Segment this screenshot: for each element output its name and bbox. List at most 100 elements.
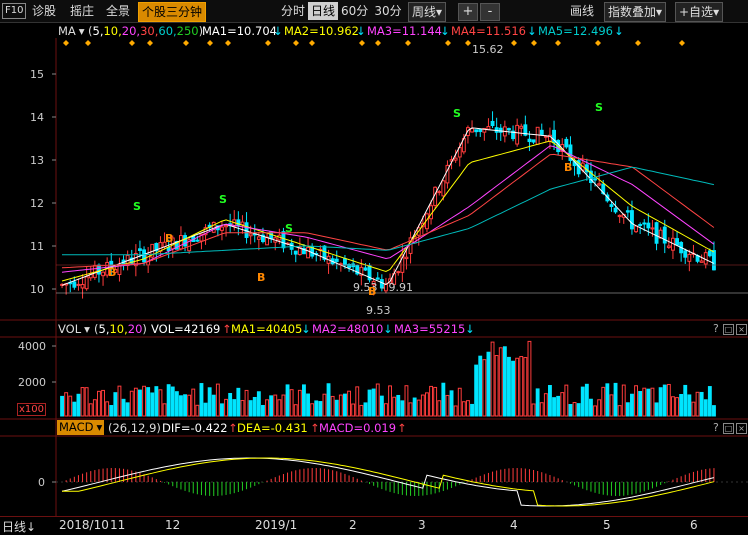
- f10-button[interactable]: F10: [2, 3, 27, 19]
- week-dropdown[interactable]: 周线▾: [408, 2, 447, 22]
- volume-bar: [478, 355, 483, 417]
- volume-bar: [252, 396, 257, 417]
- volume-bar: [548, 385, 552, 417]
- event-marker[interactable]: [293, 40, 299, 46]
- add-favorite-dropdown[interactable]: +自选▾: [675, 2, 724, 22]
- vol-selector[interactable]: VOL ▾: [58, 322, 90, 336]
- volume-bar: [281, 394, 286, 417]
- event-marker[interactable]: [183, 40, 189, 46]
- period-daily[interactable]: 日线: [308, 2, 339, 20]
- maximize-icon[interactable]: □: [723, 423, 734, 434]
- volume-bar: [408, 402, 413, 417]
- event-marker[interactable]: [147, 40, 153, 46]
- volume-bar: [420, 394, 425, 417]
- vol-arrow: ↑: [222, 322, 232, 336]
- ma-line-5: [62, 166, 715, 256]
- candle-body: [683, 250, 688, 258]
- volume-bar: [72, 401, 77, 417]
- volume-bar: [535, 388, 540, 417]
- event-marker[interactable]: [309, 40, 315, 46]
- volume-bar: [261, 404, 265, 417]
- period-60min[interactable]: 60分: [341, 4, 369, 18]
- event-marker[interactable]: [63, 40, 69, 46]
- zoom-out-button[interactable]: -: [480, 3, 500, 21]
- volume-bar: [490, 341, 495, 417]
- candle-body: [199, 233, 204, 242]
- volume-bar: [318, 401, 323, 417]
- candle-body: [133, 252, 138, 267]
- candle-body: [195, 239, 200, 242]
- event-marker[interactable]: [511, 40, 517, 46]
- candle-body: [334, 258, 339, 262]
- vol-params-open: (: [94, 322, 99, 336]
- volume-bar: [371, 388, 376, 417]
- event-marker[interactable]: [679, 40, 685, 46]
- volume-bar: [105, 401, 110, 417]
- volume-bar: [449, 390, 454, 417]
- event-marker[interactable]: [635, 40, 641, 46]
- volume-bar: [445, 394, 450, 417]
- help-icon[interactable]: ?: [713, 322, 719, 335]
- period-30min[interactable]: 30分: [374, 4, 402, 18]
- candle-body: [642, 222, 647, 225]
- volume-bar: [293, 404, 298, 417]
- volume-bar: [523, 357, 528, 417]
- candle-body: [281, 231, 286, 249]
- mode-selector[interactable]: 日线↓: [2, 518, 36, 535]
- volume-bar: [80, 387, 85, 417]
- candle-body: [183, 235, 187, 247]
- vol-unit: x100: [17, 403, 47, 416]
- vol-name: VOL: [58, 322, 82, 336]
- close-icon[interactable]: ×: [736, 423, 747, 434]
- volume-bar: [285, 384, 290, 417]
- help-icon[interactable]: ?: [713, 421, 719, 434]
- volume-bar: [675, 397, 679, 417]
- period-intraday[interactable]: 分时: [281, 4, 306, 18]
- event-marker[interactable]: [465, 40, 471, 46]
- maximize-icon[interactable]: □: [723, 324, 734, 335]
- volume-bar: [486, 351, 491, 417]
- event-marker[interactable]: [207, 40, 213, 46]
- event-marker[interactable]: [531, 40, 537, 46]
- volume-bar: [191, 388, 196, 417]
- macd-selector[interactable]: MACD ▾: [57, 420, 105, 435]
- volume-bar: [470, 403, 474, 417]
- volume-bar: [162, 403, 167, 417]
- volume-bar: [211, 394, 216, 417]
- event-marker[interactable]: [555, 40, 561, 46]
- volume-bar: [482, 359, 487, 417]
- tab-yaozhuang[interactable]: 摇庄: [70, 4, 95, 18]
- volume-bar: [683, 384, 688, 417]
- event-marker[interactable]: [225, 40, 231, 46]
- event-marker[interactable]: [595, 40, 601, 46]
- event-marker[interactable]: [445, 40, 451, 46]
- volume-bar: [400, 400, 405, 417]
- candle-body: [375, 277, 380, 280]
- tab-diagnose[interactable]: 诊股: [32, 4, 57, 18]
- volume-bar: [589, 398, 593, 417]
- volume-bar: [359, 404, 364, 417]
- volume-bar: [712, 405, 716, 417]
- index-overlay-dropdown[interactable]: 指数叠加▾: [604, 2, 667, 22]
- tab-three-minute[interactable]: 个股三分钟: [138, 2, 207, 22]
- event-marker[interactable]: [405, 40, 411, 46]
- candle-body: [519, 125, 524, 129]
- event-marker[interactable]: [85, 40, 91, 46]
- zoom-in-button[interactable]: +: [458, 3, 478, 21]
- tab-panorama[interactable]: 全景: [106, 4, 131, 18]
- event-marker[interactable]: [129, 40, 135, 46]
- volume-bar: [412, 397, 417, 417]
- event-marker[interactable]: [375, 40, 381, 46]
- volume-bar: [322, 393, 327, 417]
- candle-body: [630, 210, 634, 230]
- volume-bar: [113, 392, 118, 417]
- volume-bar: [502, 346, 507, 417]
- candle-body: [359, 266, 364, 276]
- draw-line-button[interactable]: 画线: [570, 4, 595, 18]
- close-icon[interactable]: ×: [736, 324, 747, 335]
- event-marker[interactable]: [265, 40, 271, 46]
- event-marker[interactable]: [359, 40, 365, 46]
- volume-bar: [240, 400, 245, 417]
- ma-selector[interactable]: MA ▾: [58, 24, 85, 38]
